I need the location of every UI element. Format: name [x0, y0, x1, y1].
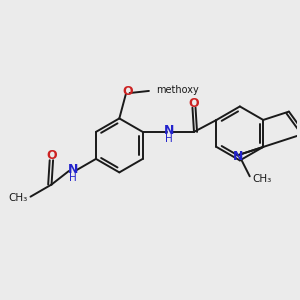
Text: CH₃: CH₃ [8, 193, 27, 203]
Text: H: H [165, 134, 173, 144]
Text: H: H [69, 173, 76, 183]
Text: N: N [164, 124, 174, 137]
Text: CH₃: CH₃ [253, 174, 272, 184]
Text: N: N [68, 163, 78, 176]
Text: O: O [46, 149, 56, 163]
Text: N: N [233, 150, 243, 163]
Text: O: O [122, 85, 133, 98]
Text: methoxy: methoxy [156, 85, 198, 95]
Text: O: O [189, 97, 199, 110]
